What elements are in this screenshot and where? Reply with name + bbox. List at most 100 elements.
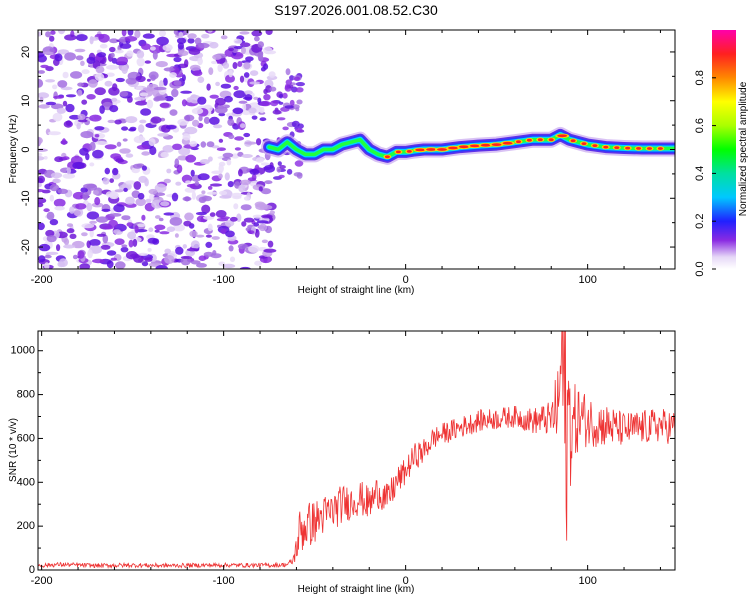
ridge-hotspot: [636, 147, 642, 150]
noise-speckle: [256, 220, 269, 224]
noise-speckle: [49, 35, 55, 42]
noise-speckle: [243, 217, 255, 223]
noise-speckle: [128, 239, 134, 248]
noise-speckle: [104, 80, 113, 87]
noise-speckle: [265, 30, 273, 35]
noise-speckle: [52, 178, 61, 184]
noise-speckle: [289, 99, 295, 106]
noise-speckle: [218, 161, 226, 167]
noise-speckle: [158, 30, 167, 37]
noise-speckle: [122, 138, 128, 142]
noise-speckle: [125, 180, 136, 185]
ridge-hotspot: [570, 139, 576, 143]
noise-speckle: [218, 261, 226, 266]
noise-speckle: [215, 210, 227, 218]
noise-speckle: [119, 43, 132, 49]
noise-speckle: [174, 233, 179, 238]
noise-speckle: [263, 94, 271, 101]
noise-speckle: [215, 97, 226, 106]
noise-speckle: [38, 54, 47, 63]
noise-speckle: [109, 105, 119, 113]
colorbar-ticks: 0.0 0.2 0.4 0.6 0.8: [694, 70, 716, 277]
noise-speckle: [86, 202, 93, 212]
noise-speckle: [173, 213, 180, 218]
noise-speckle: [70, 71, 83, 79]
noise-speckle: [164, 95, 174, 102]
ridge-hotspot: [592, 144, 598, 148]
noise-speckle: [227, 181, 234, 188]
noise-speckle: [259, 117, 267, 122]
noise-speckle: [62, 71, 69, 79]
noise-speckle: [190, 94, 197, 99]
snr-panel: -200 -100 0 100 0 200 400 600 800 1000 Height of…: [8, 330, 676, 595]
noise-speckle: [183, 30, 190, 35]
noise-speckle: [80, 60, 85, 66]
noise-speckle: [83, 183, 97, 189]
x-tick-label: -200: [31, 274, 53, 286]
noise-speckle: [98, 33, 110, 43]
noise-speckle: [209, 116, 220, 125]
noise-speckle: [45, 79, 56, 83]
noise-speckle: [81, 223, 95, 229]
y-tick-label: -10: [20, 190, 32, 206]
noise-speckle: [75, 34, 88, 42]
noise-speckle: [63, 120, 73, 128]
noise-speckle: [141, 165, 147, 171]
y-tick-label: 10: [20, 95, 32, 107]
noise-speckle: [57, 80, 68, 88]
noise-speckle: [228, 69, 233, 78]
noise-speckle: [251, 115, 258, 120]
noise-speckle: [114, 238, 125, 245]
noise-speckle: [153, 86, 167, 91]
noise-speckle: [134, 30, 141, 39]
noise-speckle: [38, 137, 42, 146]
noise-speckle: [233, 90, 246, 99]
noise-speckle: [186, 248, 200, 252]
noise-speckle: [80, 131, 94, 139]
colorbar-label: Normalized spectral amplitude: [738, 81, 749, 216]
noise-speckle: [166, 226, 176, 232]
noise-speckle: [49, 194, 54, 202]
noise-speckle: [164, 248, 171, 254]
noise-speckle: [215, 81, 221, 87]
spectrogram-x-label: Height of straight line (km): [298, 285, 415, 296]
noise-speckle: [77, 250, 85, 259]
x-tick-label: -100: [213, 274, 235, 286]
noise-speckle: [185, 180, 192, 184]
x-tick-label: 100: [578, 274, 596, 286]
noise-speckle: [163, 178, 171, 184]
snr-line: [38, 331, 675, 569]
noise-speckle: [89, 162, 95, 167]
noise-speckle: [278, 174, 285, 179]
noise-speckle: [282, 126, 289, 131]
noise-speckle: [209, 41, 219, 49]
noise-speckle: [191, 107, 204, 115]
noise-speckle: [181, 74, 186, 82]
noise-speckle: [95, 141, 108, 145]
noise-speckle: [113, 204, 125, 213]
noise-speckle: [123, 187, 128, 192]
noise-speckle: [135, 86, 143, 91]
noise-speckle: [104, 167, 111, 175]
noise-speckle: [115, 158, 125, 163]
noise-speckle: [209, 183, 223, 187]
snr-y-ticks: 0 200 400 600 800 1000: [11, 345, 675, 576]
noise-speckle: [164, 255, 175, 264]
noise-speckle: [212, 54, 222, 60]
spectrogram-y-label: Frequency (Hz): [8, 115, 19, 184]
noise-speckle: [244, 90, 253, 95]
noise-speckle: [146, 99, 154, 109]
noise-speckle: [135, 75, 146, 83]
noise-speckle: [241, 46, 246, 55]
noise-speckle: [205, 241, 213, 248]
noise-speckle: [254, 228, 260, 238]
noise-speckle: [261, 214, 273, 219]
noise-speckle: [146, 78, 151, 82]
noise-speckle: [249, 81, 261, 85]
noise-speckle: [291, 120, 300, 128]
noise-speckle: [38, 175, 45, 184]
noise-speckle: [100, 244, 111, 250]
noise-speckle: [148, 188, 158, 195]
noise-speckle: [121, 126, 129, 131]
noise-speckle: [190, 169, 195, 177]
